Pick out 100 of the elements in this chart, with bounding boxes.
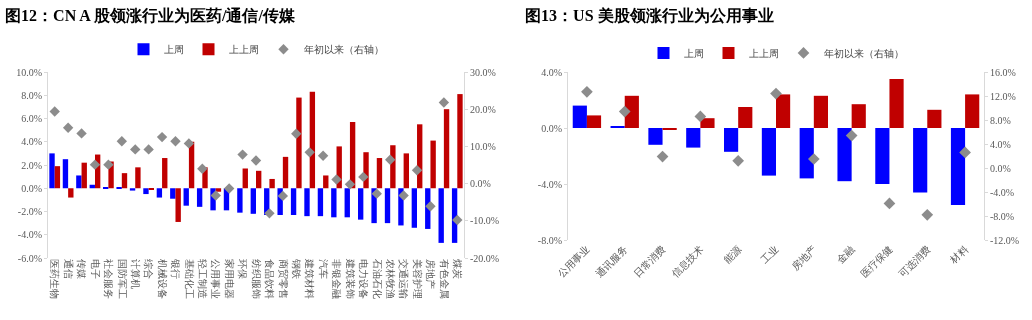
x-tick-label: 交通运输 <box>398 259 410 299</box>
y-tick-label: -6.0% <box>17 252 42 264</box>
point <box>694 110 707 123</box>
point <box>304 147 315 158</box>
x-tick-label: 电子 <box>89 259 101 279</box>
bar <box>724 128 739 152</box>
chart-title: 图12：CN A 股领涨行业为医药/通信/传媒 <box>5 6 296 24</box>
bar <box>376 158 383 189</box>
bar <box>129 188 136 191</box>
bar <box>430 140 436 189</box>
bar <box>156 188 163 198</box>
bar <box>927 109 942 128</box>
x-tick-label: 公用事业 <box>555 243 592 280</box>
bar <box>572 105 587 128</box>
x-tick-label: 能源 <box>721 243 744 266</box>
bar <box>81 162 87 189</box>
bar <box>799 128 814 179</box>
point <box>331 174 342 185</box>
bar <box>162 158 168 189</box>
bar <box>170 188 176 199</box>
bar <box>256 170 262 189</box>
x-tick-label: 传媒 <box>76 259 88 279</box>
bar <box>837 128 852 182</box>
bar <box>290 188 297 215</box>
point <box>452 214 463 226</box>
x-tick-label: 房地产 <box>425 259 437 289</box>
x-tick-label: 煤炭 <box>452 259 464 279</box>
bar <box>269 178 275 189</box>
y2-tick-label: 0.0% <box>470 178 491 190</box>
point <box>62 122 74 133</box>
point <box>845 129 858 142</box>
bar <box>438 188 444 243</box>
y2-tick-label: 16.0% <box>990 66 1016 78</box>
x-tick-label: 纺织服饰 <box>250 259 262 299</box>
point <box>223 183 235 194</box>
x-tick-label: 社会服务 <box>103 259 115 299</box>
x-tick-label: 电力设备 <box>358 259 370 299</box>
bar <box>175 188 181 222</box>
point <box>411 165 423 176</box>
bar <box>384 188 391 224</box>
bar <box>411 188 418 228</box>
y2-tick-label: 10.0% <box>470 140 496 152</box>
bar <box>54 166 61 189</box>
legend-label: 年初以来（右轴） <box>823 47 904 59</box>
bar <box>457 94 463 189</box>
x-tick-label: 综合 <box>143 259 155 279</box>
bar <box>196 188 203 207</box>
point <box>89 159 101 170</box>
point <box>317 150 329 161</box>
x-tick-label: 计算机 <box>129 259 141 289</box>
x-tick-label: 信息技术 <box>669 243 706 280</box>
point <box>358 171 369 183</box>
bar <box>323 175 329 189</box>
x-tick-label: 商贸零售 <box>277 259 289 299</box>
y2-tick-label: 30.0% <box>470 66 496 78</box>
bar <box>965 94 980 128</box>
x-tick-label: 银行 <box>170 258 182 279</box>
point <box>921 208 934 221</box>
point <box>371 188 382 199</box>
x-tick-label: 材料 <box>947 243 971 266</box>
point <box>291 128 302 139</box>
bar <box>296 97 302 189</box>
point <box>49 106 60 117</box>
x-tick-label: 医疗保健 <box>858 243 895 280</box>
bar <box>215 188 222 192</box>
x-tick-label: 建筑装饰 <box>344 258 356 299</box>
point <box>959 146 971 159</box>
y-tick-label: 0.0% <box>541 122 562 134</box>
point <box>103 159 114 170</box>
y2-tick-label: -20.0% <box>470 252 500 264</box>
y-tick-label: 4.0% <box>21 136 42 148</box>
bar <box>403 153 409 189</box>
x-tick-label: 金融 <box>834 243 857 266</box>
bar <box>143 188 149 195</box>
y2-tick-label: -10.0% <box>470 215 500 227</box>
y2-tick-label: -8.0% <box>990 210 1015 222</box>
y-tick-label: -4.0% <box>537 178 562 190</box>
bar <box>875 128 890 184</box>
bar <box>331 188 337 218</box>
y-tick-label: 8.0% <box>21 89 42 101</box>
legend-label: 上上周 <box>748 47 779 59</box>
bar <box>242 168 248 189</box>
x-tick-label: 有色金属 <box>438 259 450 299</box>
x-tick-label: 轻工制造 <box>197 259 209 299</box>
x-tick-label: 美容护理 <box>411 259 423 299</box>
point <box>618 105 631 118</box>
point <box>170 135 181 147</box>
point <box>183 138 195 149</box>
bar <box>648 128 663 145</box>
point <box>76 128 87 139</box>
y2-tick-label: -12.0% <box>990 234 1020 246</box>
point <box>883 197 896 210</box>
chart-title: 图13：US 美股领涨行业为公用事业 <box>525 5 774 24</box>
bar <box>700 118 715 128</box>
bar <box>889 79 904 128</box>
legend-label: 上上周 <box>228 44 259 56</box>
point <box>197 163 208 174</box>
x-tick-label: 房地产 <box>789 243 819 273</box>
point <box>581 85 593 98</box>
bar <box>851 104 866 128</box>
